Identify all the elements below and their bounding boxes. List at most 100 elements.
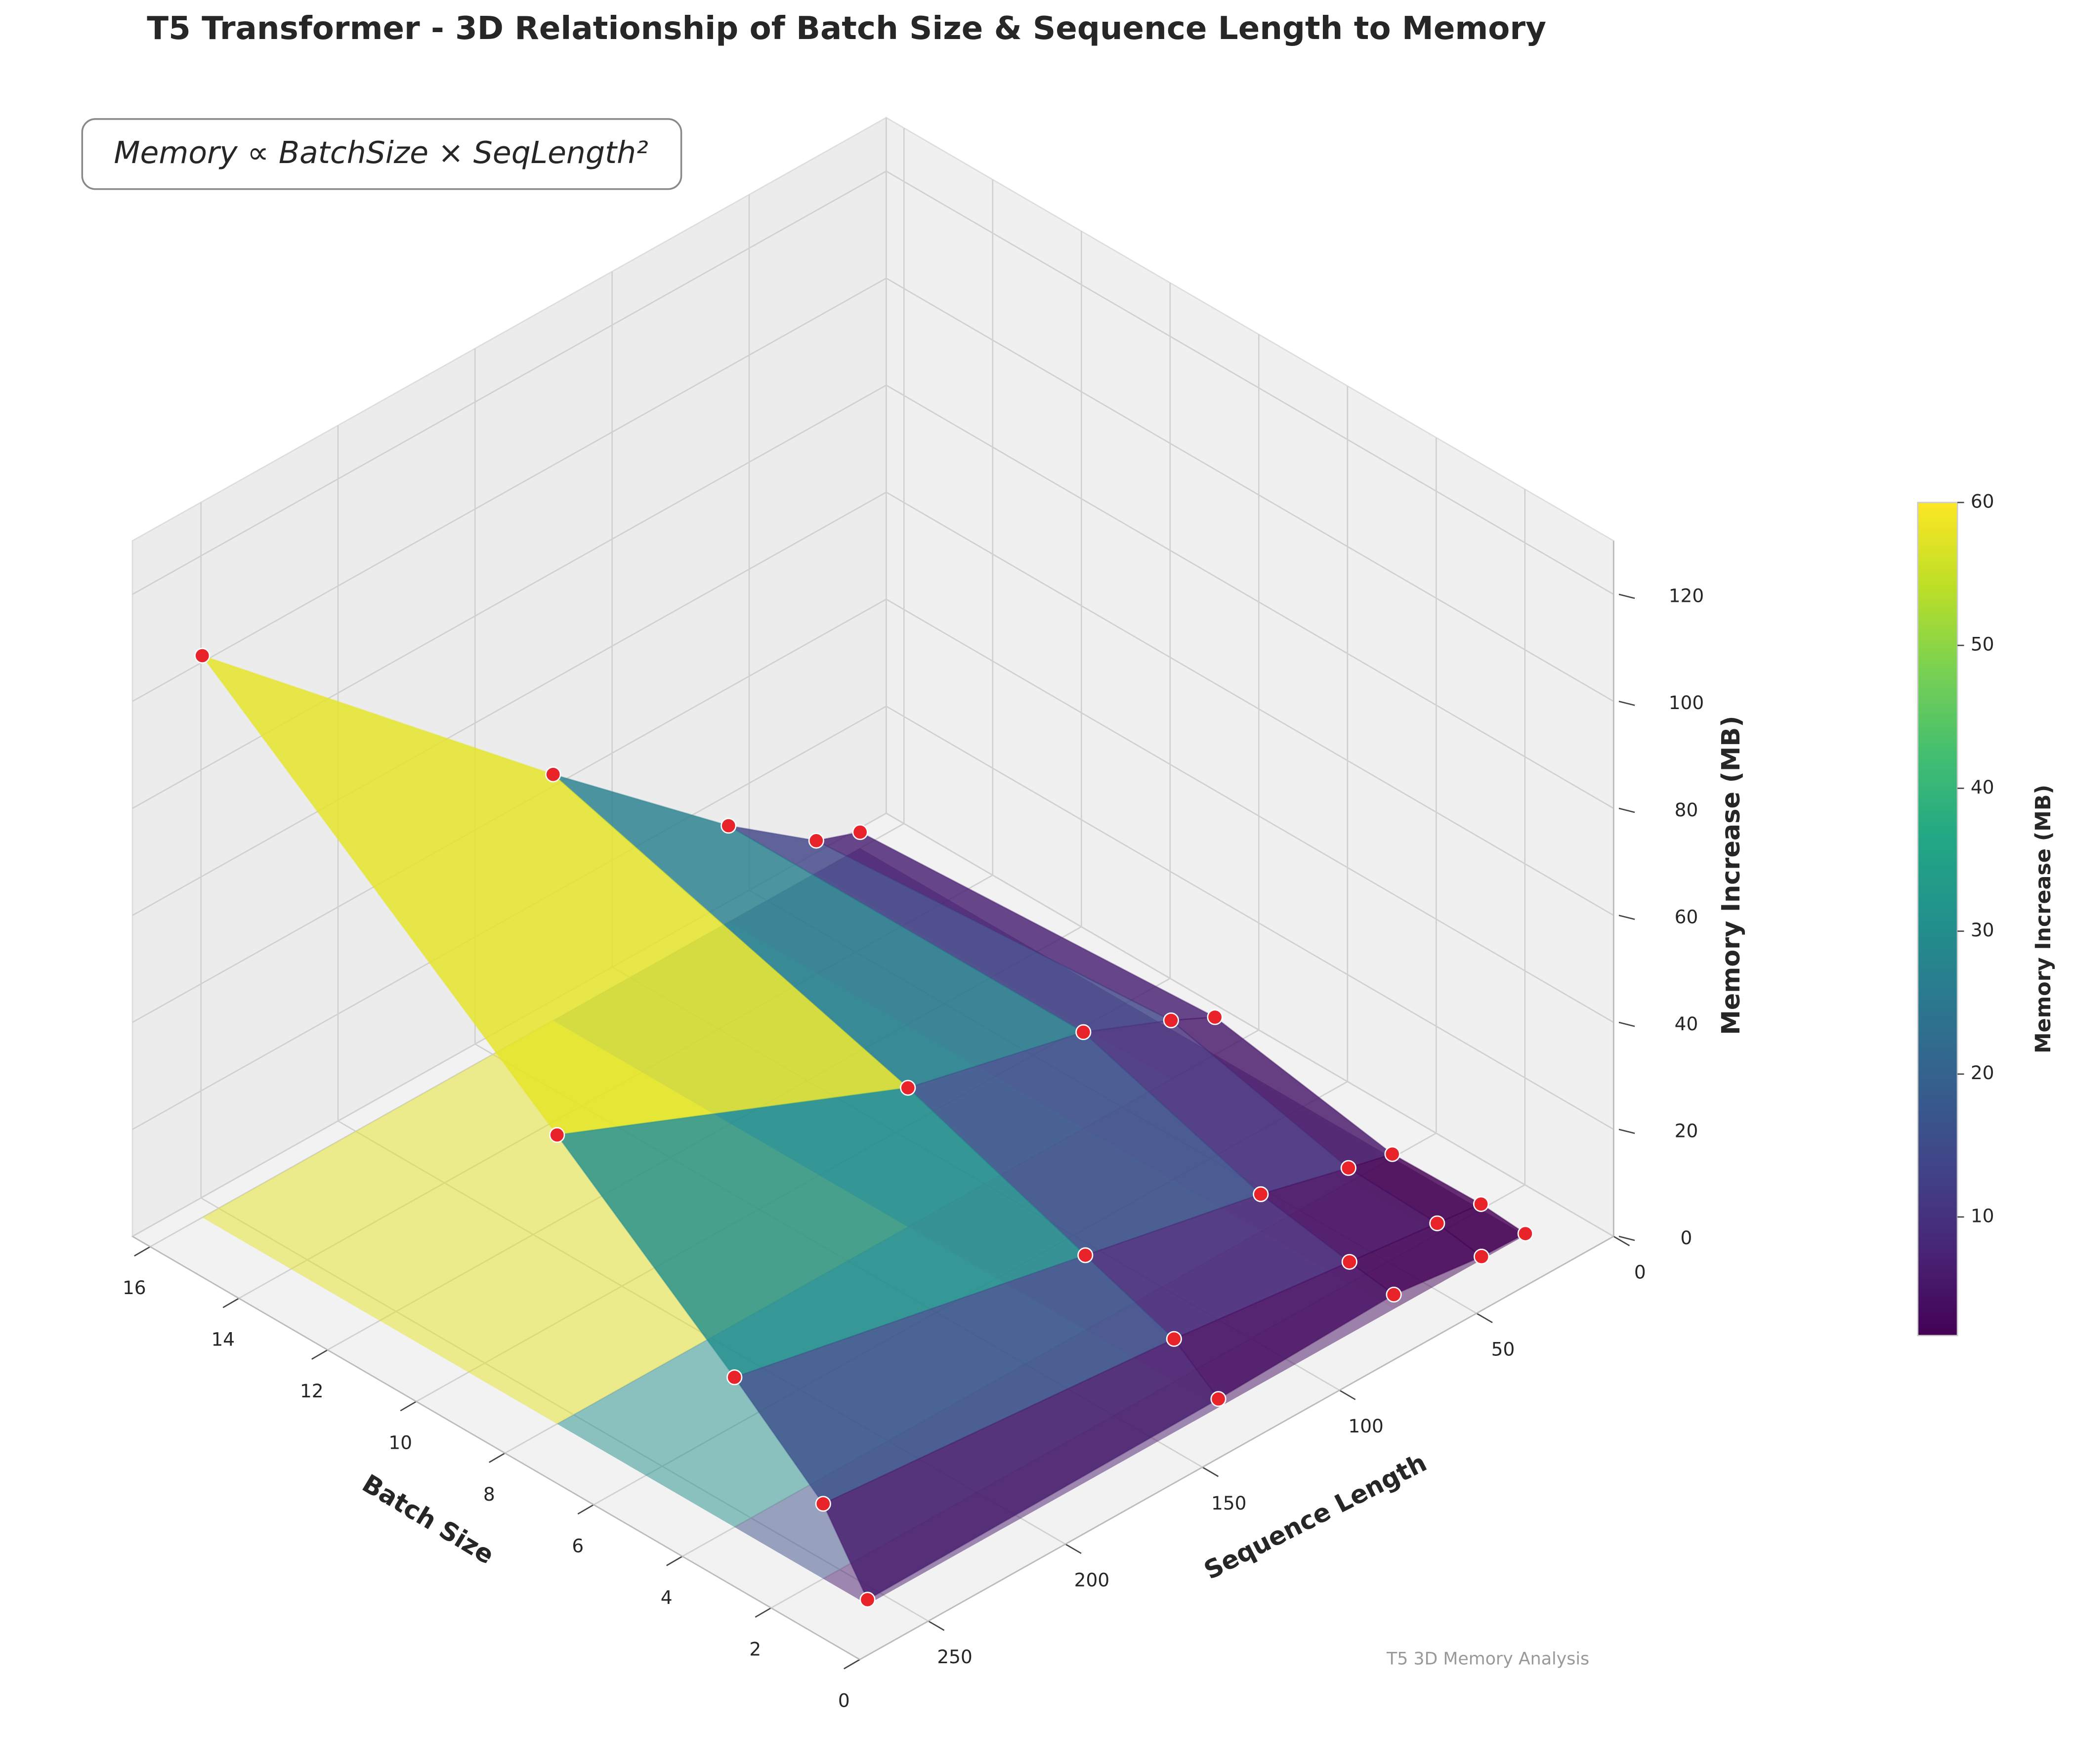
- data-point: [1429, 1215, 1445, 1231]
- z-tick: [1618, 1021, 1635, 1027]
- data-point: [1210, 1391, 1227, 1407]
- z-tick-label: 60: [1675, 906, 1698, 927]
- z-tick-label: 40: [1675, 1013, 1698, 1035]
- z-tick-label: 120: [1669, 585, 1704, 607]
- grid-line: [886, 491, 1614, 916]
- data-point: [1077, 1247, 1094, 1263]
- data-point: [1386, 1287, 1402, 1303]
- z-tick-label: 20: [1675, 1120, 1698, 1142]
- x-tick-label: 12: [300, 1380, 324, 1402]
- x-tick: [755, 1607, 772, 1618]
- x-tick-label: 10: [388, 1432, 412, 1454]
- x-axis-label: Batch Size: [357, 1469, 499, 1570]
- colorbar-tick-label: 60: [1971, 490, 1994, 512]
- y-tick: [1339, 1389, 1356, 1400]
- y-tick-label: 200: [1074, 1569, 1110, 1591]
- x-tick: [577, 1504, 594, 1515]
- colorbar-tick-label: 50: [1971, 633, 1994, 655]
- data-point: [859, 1592, 876, 1608]
- data-point: [852, 824, 868, 840]
- grid-line: [132, 491, 887, 916]
- y-tick: [1476, 1312, 1493, 1323]
- surface: [200, 654, 1527, 1601]
- points: [194, 647, 1533, 1608]
- data-point: [1340, 1160, 1356, 1176]
- colorbar-label: Memory Increase (MB): [2031, 785, 2056, 1053]
- data-point: [1163, 1012, 1179, 1029]
- colorbar-tick-label: 20: [1971, 1062, 1994, 1084]
- y-tick: [1065, 1543, 1082, 1554]
- colorbar-ticks: 10 20 30 40 50 60: [1957, 490, 1994, 1226]
- grid-line: [132, 384, 887, 809]
- x-tick: [134, 1246, 151, 1257]
- watermark: T5 3D Memory Analysis: [1386, 1649, 1589, 1669]
- y-tick-label: 250: [937, 1646, 973, 1668]
- data-point: [815, 1496, 831, 1512]
- y-tick-label: 150: [1211, 1492, 1247, 1514]
- axes: 0 2 4 6 8 10 12 14 16 0 50 100 150 200 250 0 20 40 60 80 100…: [123, 541, 1704, 1712]
- x-tick-label: 2: [749, 1638, 761, 1660]
- colorbar-tick-label: 40: [1971, 776, 1994, 798]
- data-point: [900, 1080, 916, 1096]
- data-point: [726, 1369, 743, 1386]
- colorbar-tick-label: 10: [1971, 1205, 1994, 1226]
- z-tick: [1618, 915, 1635, 920]
- z-tick-label: 0: [1681, 1227, 1693, 1249]
- data-point: [194, 647, 211, 664]
- x-tick: [222, 1298, 240, 1308]
- data-point: [1517, 1225, 1533, 1242]
- x-tick-label: 6: [572, 1535, 584, 1556]
- data-point: [1341, 1254, 1357, 1270]
- data-point: [549, 1127, 565, 1143]
- data-point: [1473, 1249, 1490, 1265]
- data-point: [1075, 1024, 1092, 1040]
- colorbar-tick-label: 30: [1971, 919, 1994, 941]
- data-point: [1473, 1196, 1489, 1212]
- data-point: [545, 766, 561, 783]
- z-tick-label: 100: [1669, 692, 1704, 714]
- data-point: [1207, 1009, 1223, 1025]
- y-tick: [1613, 1236, 1630, 1247]
- y-tick: [928, 1620, 945, 1631]
- y-axis-label: Sequence Length: [1199, 1448, 1431, 1585]
- data-point: [1253, 1186, 1269, 1202]
- data-point: [1166, 1331, 1182, 1347]
- x-tick-label: 14: [211, 1329, 235, 1350]
- colorbar: [1917, 502, 1958, 1337]
- x-tick-label: 4: [661, 1587, 673, 1608]
- y-tick: [1202, 1467, 1219, 1477]
- axis-line: [132, 1236, 860, 1660]
- y-tick-label: 0: [1634, 1261, 1646, 1283]
- x-tick: [844, 1659, 860, 1670]
- z-tick-label: 80: [1675, 799, 1698, 821]
- grid-line: [886, 598, 1614, 1023]
- data-point: [720, 818, 737, 834]
- x-tick-label: 8: [483, 1483, 495, 1505]
- grid-line: [886, 706, 1614, 1130]
- grid-line: [132, 170, 887, 595]
- x-tick: [400, 1401, 417, 1412]
- z-tick: [1618, 1235, 1635, 1241]
- x-tick-label: 16: [123, 1277, 146, 1299]
- data-point: [808, 833, 824, 849]
- z-tick: [1618, 593, 1635, 599]
- grid-line: [886, 812, 1614, 1237]
- grid-line: [132, 277, 887, 702]
- grid-line: [886, 384, 1614, 809]
- axis-line: [859, 1236, 1614, 1660]
- grid-line: [886, 277, 1614, 702]
- x-tick: [311, 1349, 328, 1360]
- z-tick: [1618, 1129, 1635, 1134]
- data-point: [1384, 1146, 1400, 1162]
- grid-line: [886, 170, 1614, 595]
- x-tick: [666, 1555, 683, 1566]
- z-axis-label: Memory Increase (MB): [1716, 716, 1745, 1035]
- z-tick: [1618, 807, 1635, 813]
- x-tick: [489, 1452, 506, 1463]
- z-tick: [1618, 701, 1635, 706]
- x-tick-label: 0: [838, 1690, 850, 1712]
- y-tick-label: 50: [1491, 1338, 1515, 1360]
- annotation: Memory ∝ BatchSize × SeqLength²: [114, 135, 648, 170]
